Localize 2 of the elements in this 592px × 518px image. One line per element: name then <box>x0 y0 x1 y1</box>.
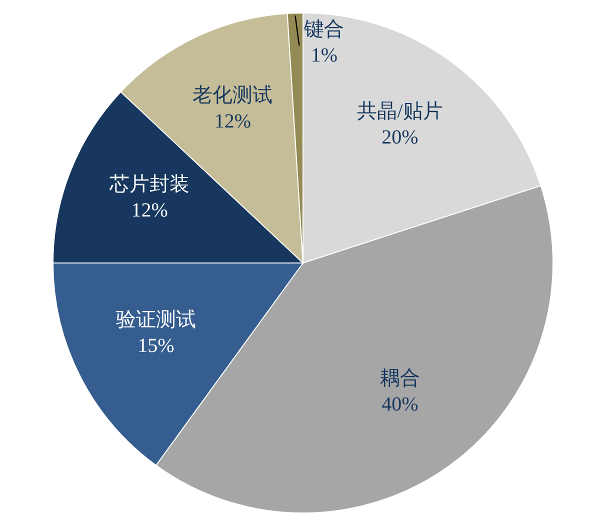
data-label: 1% <box>310 44 338 67</box>
slice-label: 键合 <box>303 18 344 41</box>
